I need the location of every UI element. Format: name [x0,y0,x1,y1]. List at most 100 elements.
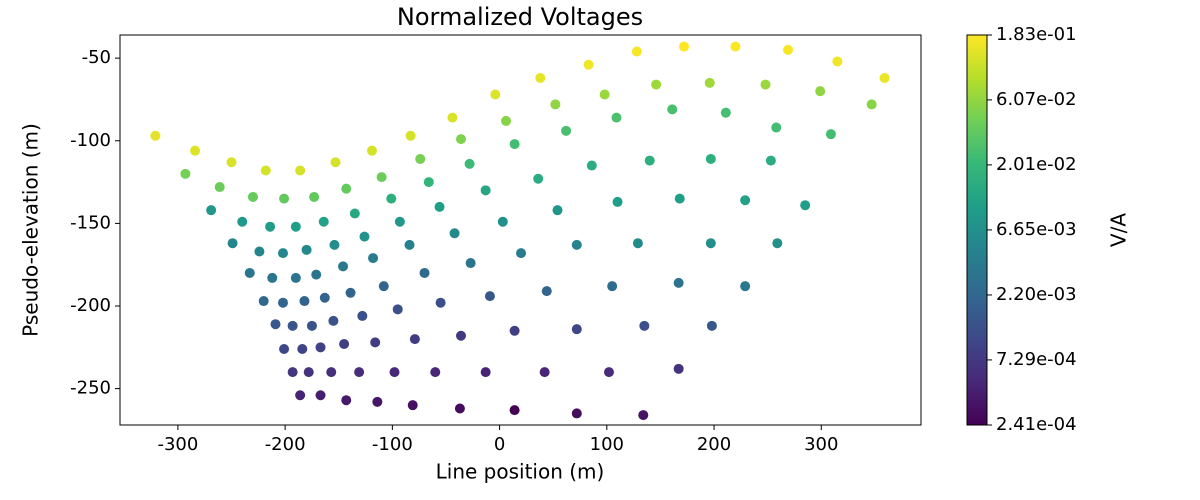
data-point [270,319,281,330]
colorbar-tick-label: 1.83e-01 [996,24,1077,45]
data-point [376,172,387,183]
data-point [287,320,298,331]
data-point [612,196,623,207]
data-point [550,99,561,110]
y-tick-label: -100 [70,130,111,151]
x-tick-label: -100 [372,434,413,455]
data-point [326,367,337,378]
data-point [447,112,458,123]
data-point [279,343,290,354]
data-point [706,320,717,331]
data-point [464,158,475,169]
data-point [180,168,191,179]
x-tick-label: -200 [265,434,306,455]
colorbar-tick-label: 6.65e-03 [996,219,1077,240]
data-point [679,41,690,52]
colorbar-tick-label: 2.20e-03 [996,284,1077,305]
chart-title: Normalized Voltages [397,3,643,31]
data-point [730,41,741,52]
data-point [552,205,563,216]
data-point [765,155,776,166]
data-point [501,115,512,126]
data-point [571,408,582,419]
data-point [783,44,794,55]
data-point [571,324,582,335]
data-point [290,272,301,283]
data-point [370,337,381,348]
data-point [341,183,352,194]
data-point [815,86,826,97]
data-point [295,165,306,176]
data-point [509,405,520,416]
data-point [258,296,269,307]
data-point [227,238,238,249]
data-point [237,216,248,227]
colorbar-label: V/A [1107,213,1131,247]
data-point [394,216,405,227]
data-point [341,395,352,406]
colorbar-tick-label: 7.29e-04 [996,349,1077,370]
colorbar-tick-label: 6.07e-02 [996,89,1077,110]
data-point [651,79,662,90]
data-point [704,77,715,88]
data-point [407,400,418,411]
data-point [607,281,618,292]
data-point [603,367,614,378]
data-point [368,253,379,264]
data-point [497,216,508,227]
data-point [771,122,782,133]
data-point [533,173,544,184]
data-point [435,297,446,308]
colorbar-tick-label: 2.41e-04 [996,414,1077,435]
data-point [150,130,161,141]
data-point [449,228,460,239]
x-tick-label: 0 [494,434,505,455]
data-point [541,286,552,297]
data-point [404,239,415,250]
data-point [674,193,685,204]
data-point [586,160,597,171]
data-point [423,177,434,188]
data-point [226,157,237,168]
data-point [490,89,501,100]
data-point [509,139,520,150]
data-point [279,193,290,204]
data-point [866,99,877,110]
data-point [639,320,650,331]
data-point [571,239,582,250]
data-point [247,191,258,202]
y-tick-label: -200 [70,295,111,316]
data-point [632,238,643,249]
data-point [561,125,572,136]
data-point [673,277,684,288]
colorbar [966,34,988,426]
data-point [311,269,322,280]
data-point [405,130,416,141]
data-point [772,238,783,249]
data-point [214,182,225,193]
data-point [349,208,360,219]
data-point [720,107,731,118]
data-point [419,267,430,278]
data-point [315,342,326,353]
data-point [359,231,370,242]
data-point [366,145,377,156]
data-point [328,315,339,326]
plot-area [119,34,922,426]
data-point [309,191,320,202]
data-point [638,410,649,421]
data-point [299,296,310,307]
y-tick-label: -50 [82,47,111,68]
data-point [277,248,288,259]
data-point [611,112,622,123]
data-point [295,390,306,401]
data-point [760,79,771,90]
data-point [354,367,365,378]
data-point [386,193,397,204]
data-point [338,261,349,272]
data-point [667,104,678,115]
y-tick-label: -150 [70,212,111,233]
data-point [480,185,491,196]
data-point [455,134,466,145]
data-point [318,216,329,227]
